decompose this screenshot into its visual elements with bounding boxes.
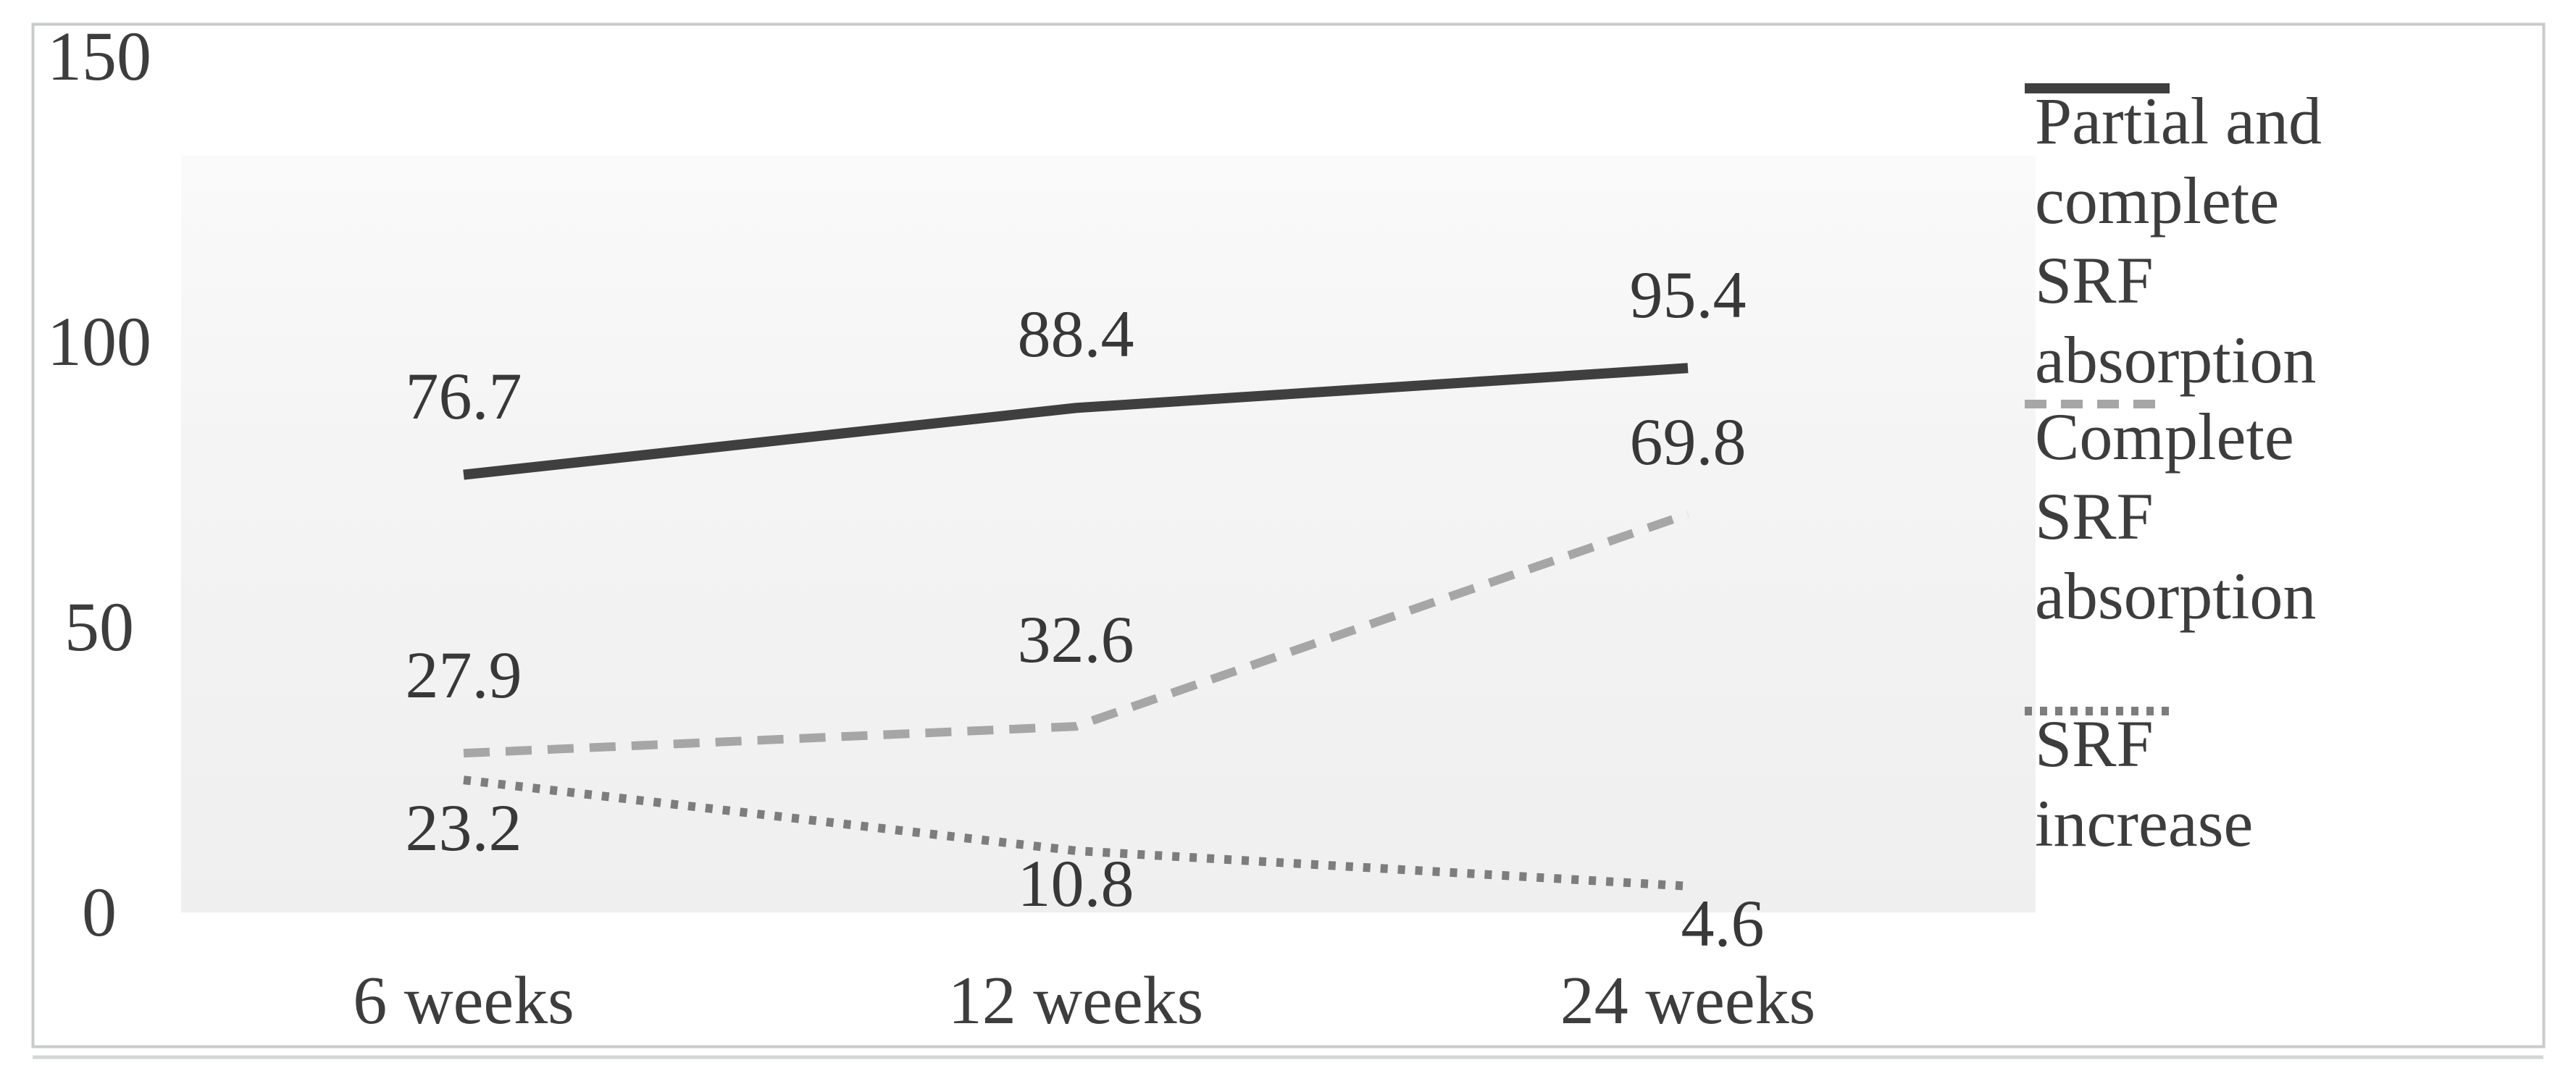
legend-item-label: Partial and complete SRF absorption bbox=[2035, 84, 2322, 397]
data-label: 10.8 bbox=[1017, 846, 1134, 920]
legend-item: Partial and complete SRF absorption bbox=[2025, 81, 2383, 400]
data-label: 23.2 bbox=[405, 791, 522, 865]
data-label: 69.8 bbox=[1629, 404, 1747, 479]
legend-item-label: SRF increase bbox=[2035, 707, 2254, 860]
x-axis-tick-label: 24 weeks bbox=[1560, 963, 1816, 1038]
legend-item-label: Complete SRF absorption bbox=[2035, 400, 2317, 633]
data-label: 27.9 bbox=[405, 638, 522, 713]
y-axis-tick-label: 100 bbox=[47, 303, 151, 380]
x-axis-tick-label: 12 weeks bbox=[948, 963, 1204, 1038]
figure-border bbox=[31, 22, 2546, 1049]
data-label: 4.6 bbox=[1681, 886, 1765, 960]
y-axis-tick-label: 50 bbox=[64, 588, 134, 665]
y-axis-tick-label: 150 bbox=[47, 17, 151, 95]
legend-item: SRF increase bbox=[2025, 704, 2383, 863]
data-label: 32.6 bbox=[1017, 602, 1134, 677]
plot-area bbox=[181, 156, 2036, 912]
data-label: 95.4 bbox=[1629, 258, 1747, 332]
series-line-complete-srf-absorption bbox=[463, 510, 1689, 758]
series-line-partial-and-complete-srf-absorption bbox=[463, 363, 1689, 480]
y-axis-tick-label: 0 bbox=[82, 873, 117, 951]
data-label: 76.7 bbox=[405, 358, 522, 433]
x-axis-tick-label: 6 weeks bbox=[353, 963, 574, 1038]
legend-item: Complete SRF absorption bbox=[2025, 397, 2383, 636]
data-label: 88.4 bbox=[1017, 297, 1134, 371]
